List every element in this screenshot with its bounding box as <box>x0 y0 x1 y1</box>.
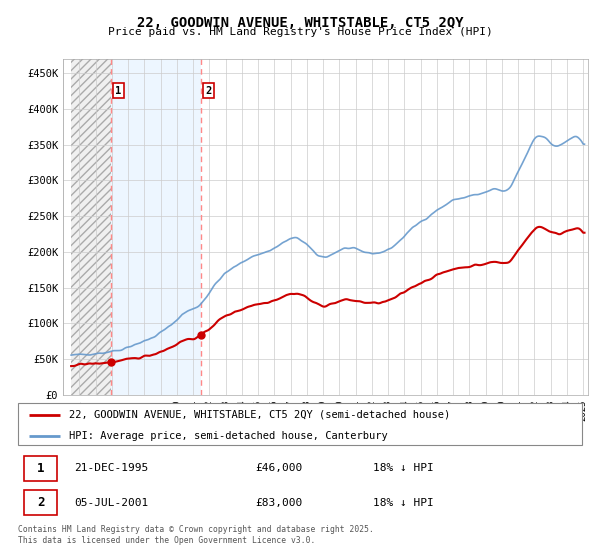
Bar <box>111 59 202 395</box>
FancyBboxPatch shape <box>23 456 58 481</box>
Text: 1: 1 <box>37 462 44 475</box>
Text: 22, GOODWIN AVENUE, WHITSTABLE, CT5 2QY: 22, GOODWIN AVENUE, WHITSTABLE, CT5 2QY <box>137 16 463 30</box>
Text: 21-DEC-1995: 21-DEC-1995 <box>74 463 149 473</box>
Text: 1: 1 <box>115 86 122 96</box>
Text: £83,000: £83,000 <box>255 498 302 507</box>
Text: 2: 2 <box>205 86 212 96</box>
Bar <box>71 59 111 395</box>
Text: 05-JUL-2001: 05-JUL-2001 <box>74 498 149 507</box>
Text: 22, GOODWIN AVENUE, WHITSTABLE, CT5 2QY (semi-detached house): 22, GOODWIN AVENUE, WHITSTABLE, CT5 2QY … <box>69 410 450 420</box>
FancyBboxPatch shape <box>23 490 58 515</box>
Text: 18% ↓ HPI: 18% ↓ HPI <box>373 498 434 507</box>
Text: Contains HM Land Registry data © Crown copyright and database right 2025.
This d: Contains HM Land Registry data © Crown c… <box>18 525 374 545</box>
Text: £46,000: £46,000 <box>255 463 302 473</box>
Text: 2: 2 <box>37 496 44 509</box>
Text: Price paid vs. HM Land Registry's House Price Index (HPI): Price paid vs. HM Land Registry's House … <box>107 27 493 37</box>
Text: HPI: Average price, semi-detached house, Canterbury: HPI: Average price, semi-detached house,… <box>69 431 388 441</box>
Text: 18% ↓ HPI: 18% ↓ HPI <box>373 463 434 473</box>
FancyBboxPatch shape <box>18 403 582 445</box>
